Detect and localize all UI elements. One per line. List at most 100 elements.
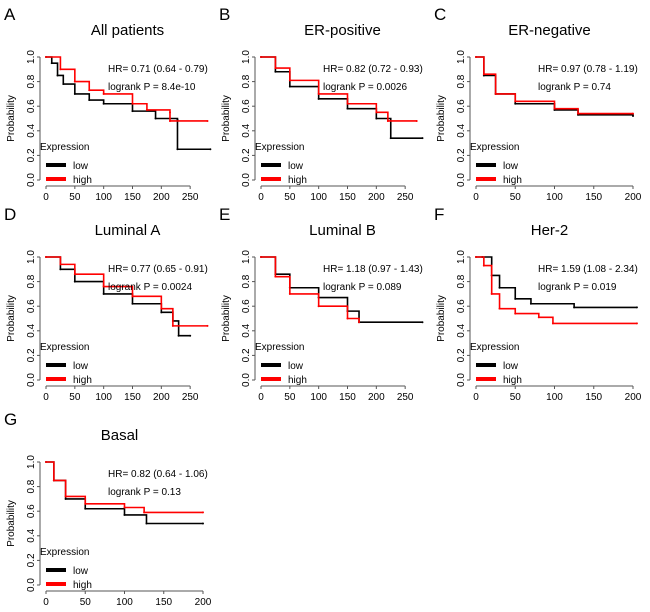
panel-letter: D xyxy=(4,205,16,224)
panel-title: ER-positive xyxy=(304,22,381,39)
legend-label-high: high xyxy=(503,375,522,386)
censor-mark-high xyxy=(288,79,291,82)
survival-curve-low xyxy=(476,256,637,309)
y-tick-label: 0.0 xyxy=(26,578,37,592)
x-tick-label: 250 xyxy=(397,392,414,403)
censor-mark-high xyxy=(88,89,91,92)
censor-mark-high xyxy=(577,112,580,115)
legend-label-low: low xyxy=(73,361,89,372)
legend-label-low: low xyxy=(503,161,519,172)
censor-mark-high xyxy=(73,80,76,83)
censor-mark-low xyxy=(632,115,634,118)
x-tick-label: 150 xyxy=(585,392,602,403)
legend-title: Expression xyxy=(470,342,519,353)
censor-mark-high xyxy=(632,112,634,115)
legend-title: Expression xyxy=(470,142,519,153)
censor-mark-high xyxy=(317,305,320,308)
panel-c: C ER-negative 0.0 0.2 0.4 0.6 0.8 1.0 0 50 100 150 2… xyxy=(434,5,642,203)
hazard-ratio: HR= 0.82 (0.64 - 1.06) xyxy=(108,469,208,480)
censor-mark-low xyxy=(529,302,532,305)
panel-f: F Her-2 0.0 0.2 0.4 0.6 0.8 1.0 0 50 100 150 200 Prob… xyxy=(434,205,642,403)
censor-mark-high xyxy=(73,273,76,276)
hazard-ratio: HR= 0.77 (0.65 - 0.91) xyxy=(108,264,208,275)
x-tick-label: 100 xyxy=(310,192,327,203)
panel-a: A All patients 0.0 0.2 0.4 0.6 0.8 1.0 0 50 100 150… xyxy=(4,5,212,203)
censor-mark-low xyxy=(131,302,134,305)
legend-title: Expression xyxy=(40,142,89,153)
censor-mark-high xyxy=(64,495,67,498)
censor-mark-low xyxy=(177,334,180,337)
x-tick-label: 100 xyxy=(116,597,133,608)
panel-e: E Luminal B 0.0 0.2 0.4 0.6 0.8 1.0 0 50 100 150 200… xyxy=(219,205,424,403)
panel-title: Her-2 xyxy=(531,222,569,239)
y-axis-label: Probability xyxy=(436,95,447,142)
y-tick-label: 0.8 xyxy=(26,74,37,88)
x-tick-label: 100 xyxy=(310,392,327,403)
censor-mark-high xyxy=(482,73,485,76)
y-tick-label: 0.2 xyxy=(456,148,467,162)
censor-mark-low xyxy=(56,74,59,77)
y-tick-label: 1.0 xyxy=(456,250,467,264)
x-tick-label: 0 xyxy=(43,392,49,403)
logrank-p: logrank P = 0.0026 xyxy=(323,82,407,93)
censor-mark-low xyxy=(346,107,349,110)
x-tick-label: 250 xyxy=(397,192,414,203)
y-tick-label: 0.6 xyxy=(241,99,252,113)
x-tick-label: 200 xyxy=(368,192,385,203)
y-axis-label: Probability xyxy=(221,95,232,142)
panel-letter: C xyxy=(434,5,446,24)
censor-mark-high xyxy=(346,317,349,320)
x-tick-label: 150 xyxy=(124,192,141,203)
y-tick-label: 0.0 xyxy=(26,373,37,387)
x-tick-label: 50 xyxy=(284,192,296,203)
censor-mark-high xyxy=(635,322,638,325)
censor-mark-high xyxy=(102,92,105,95)
censor-mark-low xyxy=(73,92,76,95)
survival-curve-high xyxy=(476,56,633,115)
legend-label-high: high xyxy=(73,580,92,591)
y-tick-label: 0.4 xyxy=(241,123,252,137)
censor-mark-low xyxy=(288,85,291,88)
hazard-ratio: HR= 0.82 (0.72 - 0.93) xyxy=(323,64,423,75)
censor-mark-high xyxy=(415,119,418,122)
y-tick-label: 0.4 xyxy=(26,123,37,137)
panel-letter: A xyxy=(4,5,16,24)
y-tick-label: 0.8 xyxy=(456,74,467,88)
x-tick-label: 0 xyxy=(258,192,264,203)
censor-mark-high xyxy=(317,92,320,95)
censor-mark-low xyxy=(154,117,157,120)
censor-mark-low xyxy=(202,522,204,525)
legend-title: Expression xyxy=(255,342,304,353)
censor-mark-high xyxy=(45,56,47,58)
panel-title: ER-negative xyxy=(508,22,591,39)
y-tick-label: 0.8 xyxy=(456,274,467,288)
x-tick-label: 50 xyxy=(510,392,522,403)
censor-mark-low xyxy=(145,522,148,525)
x-tick-label: 200 xyxy=(195,597,212,608)
survival-curve-high xyxy=(46,256,208,327)
y-tick-label: 0.2 xyxy=(26,553,37,567)
y-tick-label: 0.4 xyxy=(26,528,37,542)
survival-curve-low xyxy=(46,256,191,337)
x-tick-label: 100 xyxy=(95,392,112,403)
x-tick-label: 200 xyxy=(368,392,385,403)
logrank-p: logrank P = 0.74 xyxy=(538,82,611,93)
y-tick-label: 0.8 xyxy=(241,274,252,288)
x-tick-label: 150 xyxy=(339,392,356,403)
y-axis-label: Probability xyxy=(6,95,17,142)
logrank-p: logrank P = 0.089 xyxy=(323,282,402,293)
censor-mark-high xyxy=(168,119,171,122)
legend-label-low: low xyxy=(503,361,519,372)
panel-b: B ER-positive 0.0 0.2 0.4 0.6 0.8 1.0 0 50 100 150 2… xyxy=(219,5,424,203)
y-tick-label: 0.2 xyxy=(241,348,252,362)
censor-mark-high xyxy=(84,502,87,505)
logrank-p: logrank P = 0.019 xyxy=(538,282,617,293)
x-tick-label: 250 xyxy=(182,392,199,403)
y-tick-label: 0.6 xyxy=(26,99,37,113)
x-tick-label: 200 xyxy=(625,392,642,403)
legend-label-low: low xyxy=(288,361,304,372)
censor-mark-high xyxy=(490,292,493,295)
censor-mark-low xyxy=(421,321,424,324)
y-tick-label: 0.6 xyxy=(456,299,467,313)
survival-curve-high xyxy=(476,256,637,325)
